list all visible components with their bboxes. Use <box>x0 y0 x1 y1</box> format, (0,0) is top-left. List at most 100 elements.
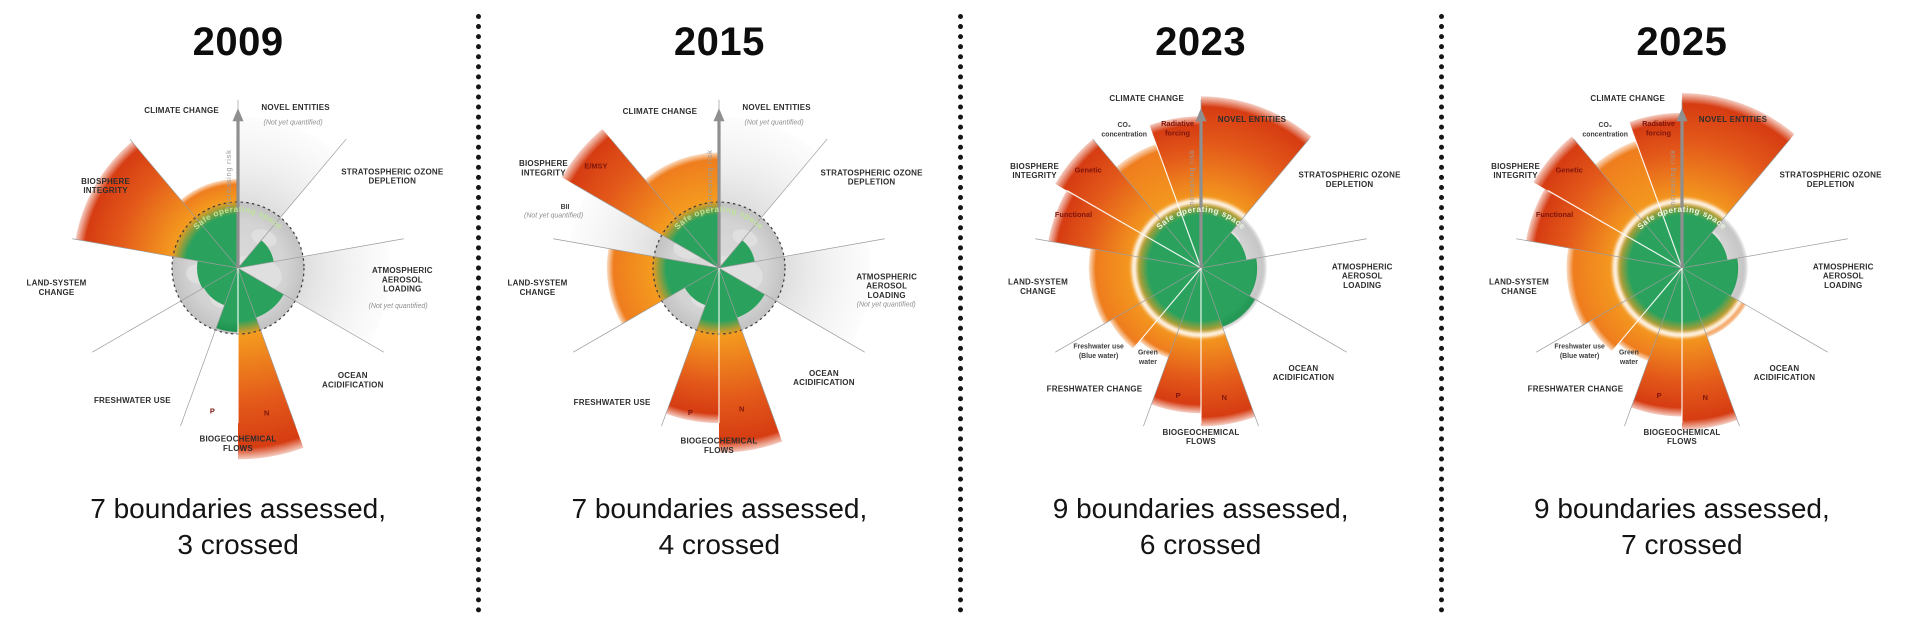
label-radiative: Radiative forcing <box>1161 119 1194 137</box>
sector-biogeochemical-p <box>1150 268 1201 414</box>
sector-stratospheric-ozone-depletion <box>719 240 756 268</box>
sector-climate-radiative-forcing <box>1628 112 1682 269</box>
label-not-yet-quantified: (Not yet quantified) <box>264 119 323 126</box>
label-stratospheric-ozone: STRATOSPHERIC OZONE DEPLETION <box>1779 171 1882 189</box>
caption-line2: 6 crossed <box>1139 528 1262 560</box>
sector-biosphere-integrity <box>75 141 239 268</box>
label-not-yet-quantified: (Not yet quantified) <box>745 119 804 126</box>
sector-freshwater-green-water <box>1139 268 1201 358</box>
sector-atmospheric-aerosol-loading <box>1681 258 1738 297</box>
sector-biosphere-functional <box>1047 190 1201 268</box>
sub-sector-divider <box>1147 122 1202 269</box>
sub-sector-divider <box>1100 267 1202 388</box>
label-p: P <box>1175 391 1180 400</box>
label-novel-entities: NOVEL ENTITIES <box>743 103 812 112</box>
sub-sector-divider <box>1547 189 1683 269</box>
arrowhead-icon <box>713 108 725 122</box>
label-n: N <box>264 409 269 418</box>
sector-biogeochemical-n <box>1681 268 1738 430</box>
panel-title-2009: 2009 <box>192 20 284 64</box>
arrowhead-icon <box>1195 108 1207 122</box>
sector-divider <box>92 267 239 353</box>
sector-divider <box>1054 267 1201 353</box>
dotted-separator <box>476 14 482 613</box>
label-atmospheric: ATMOSPHERIC AEROSOL LOADING <box>372 266 433 293</box>
label-biosphere: BIOSPHERE INTEGRITY <box>1491 162 1540 180</box>
panel-caption-2009: 7 boundaries assessed, 3 crossed <box>90 491 386 563</box>
sector-ocean-acidification <box>1681 268 1746 338</box>
label-freshwater-change: FRESHWATER CHANGE <box>1046 384 1142 393</box>
sector-divider <box>237 267 385 353</box>
sector-divider <box>1200 267 1347 353</box>
sector-divider <box>1200 238 1367 269</box>
label-biogeochemical: BIOGEOCHEMICAL FLOWS <box>1162 428 1239 446</box>
label-n: N <box>739 404 744 413</box>
sector-stratospheric-ozone-depletion <box>1681 232 1728 268</box>
sector-biosphere-integrity-emsy <box>562 128 720 268</box>
sector-divider <box>1142 267 1201 427</box>
sector-divider <box>72 238 239 269</box>
label-freshwater-use: Freshwater use (Blue water) <box>1073 344 1124 360</box>
label-land-system: LAND-SYSTEM CHANGE <box>27 279 87 297</box>
label-biosphere: BIOSPHERE INTEGRITY <box>81 177 130 195</box>
sector-biosphere-genetic <box>1533 136 1682 268</box>
sector-biogeochemical-n <box>238 268 304 460</box>
label-n: N <box>1221 393 1226 402</box>
label-green: Green water <box>1619 350 1639 366</box>
sector-atmospheric-aerosol-loading <box>1200 258 1257 297</box>
sector-divider <box>237 138 347 269</box>
caption-line2: 3 crossed <box>177 528 299 560</box>
label-p: P <box>688 408 693 417</box>
label-novel-entities: NOVEL ENTITIES <box>261 103 330 112</box>
sector-divider <box>1200 267 1259 427</box>
increasing-risk-label: Increasing risk <box>1187 149 1196 208</box>
sector-biosphere-functional <box>1525 188 1682 268</box>
label-co: CO₂ concentration <box>1101 122 1147 138</box>
label-radiative: Radiative forcing <box>1642 119 1675 137</box>
label-stratospheric-ozone: STRATOSPHERIC OZONE DEPLETION <box>341 167 444 185</box>
label-co: CO₂ concentration <box>1582 122 1628 138</box>
label-not-yet-quantified: (Not yet quantified) <box>857 302 916 309</box>
label-biogeochemical: BIOGEOCHEMICAL FLOWS <box>681 437 758 455</box>
label-freshwater-change: FRESHWATER CHANGE <box>1528 384 1624 393</box>
sector-divider <box>573 267 720 353</box>
arrowhead-icon <box>1676 108 1688 122</box>
sector-divider <box>1092 138 1201 269</box>
label-green: Green water <box>1138 350 1158 366</box>
panel-2023: 2023 Increasing risk Safe operating space… <box>963 0 1439 627</box>
label-climate-change: CLIMATE CHANGE <box>1109 94 1184 103</box>
label-biosphere: BIOSPHERE INTEGRITY <box>519 159 568 177</box>
sector-divider <box>661 267 720 427</box>
label-p: P <box>1657 391 1662 400</box>
sector-stratospheric-ozone-depletion <box>1200 232 1247 268</box>
sector-divider <box>1681 138 1791 269</box>
sector-ocean-acidification <box>238 268 284 318</box>
label-novel-entities: NOVEL ENTITIES <box>1217 115 1286 124</box>
caption-line1: 9 boundaries assessed, <box>1534 493 1830 524</box>
label-biogeochemical: BIOGEOCHEMICAL FLOWS <box>1643 428 1720 446</box>
sector-divider <box>719 267 778 427</box>
label-ocean: OCEAN ACIDIFICATION <box>1753 364 1815 382</box>
sector-biogeochemical-p <box>666 268 720 424</box>
label-climate-change: CLIMATE CHANGE <box>1590 94 1665 103</box>
label-n: N <box>1703 393 1708 402</box>
caption-line1: 7 boundaries assessed, <box>571 493 868 524</box>
label-land-system: LAND-SYSTEM CHANGE <box>1489 278 1549 296</box>
sector-divider <box>1034 238 1201 269</box>
sector-land-system-change <box>607 248 720 325</box>
label-ocean: OCEAN ACIDIFICATION <box>322 371 384 389</box>
sector-divider <box>129 138 239 269</box>
caption-line1: 7 boundaries assessed, <box>90 493 386 524</box>
label-genetic: Genetic <box>1074 165 1101 174</box>
label-freshwater-use: FRESHWATER USE <box>574 398 651 407</box>
sector-land-system-change <box>1566 247 1682 326</box>
increasing-risk-label: Increasing risk <box>224 149 233 208</box>
label-novel-entities: NOVEL ENTITIES <box>1699 115 1768 124</box>
sector-divider <box>1516 238 1682 269</box>
sector-divider <box>553 238 720 269</box>
label-bii: BII <box>561 204 570 211</box>
sector-biogeochemical-n <box>1200 268 1255 427</box>
label-not-yet-quantified: (Not yet quantified) <box>524 212 583 219</box>
